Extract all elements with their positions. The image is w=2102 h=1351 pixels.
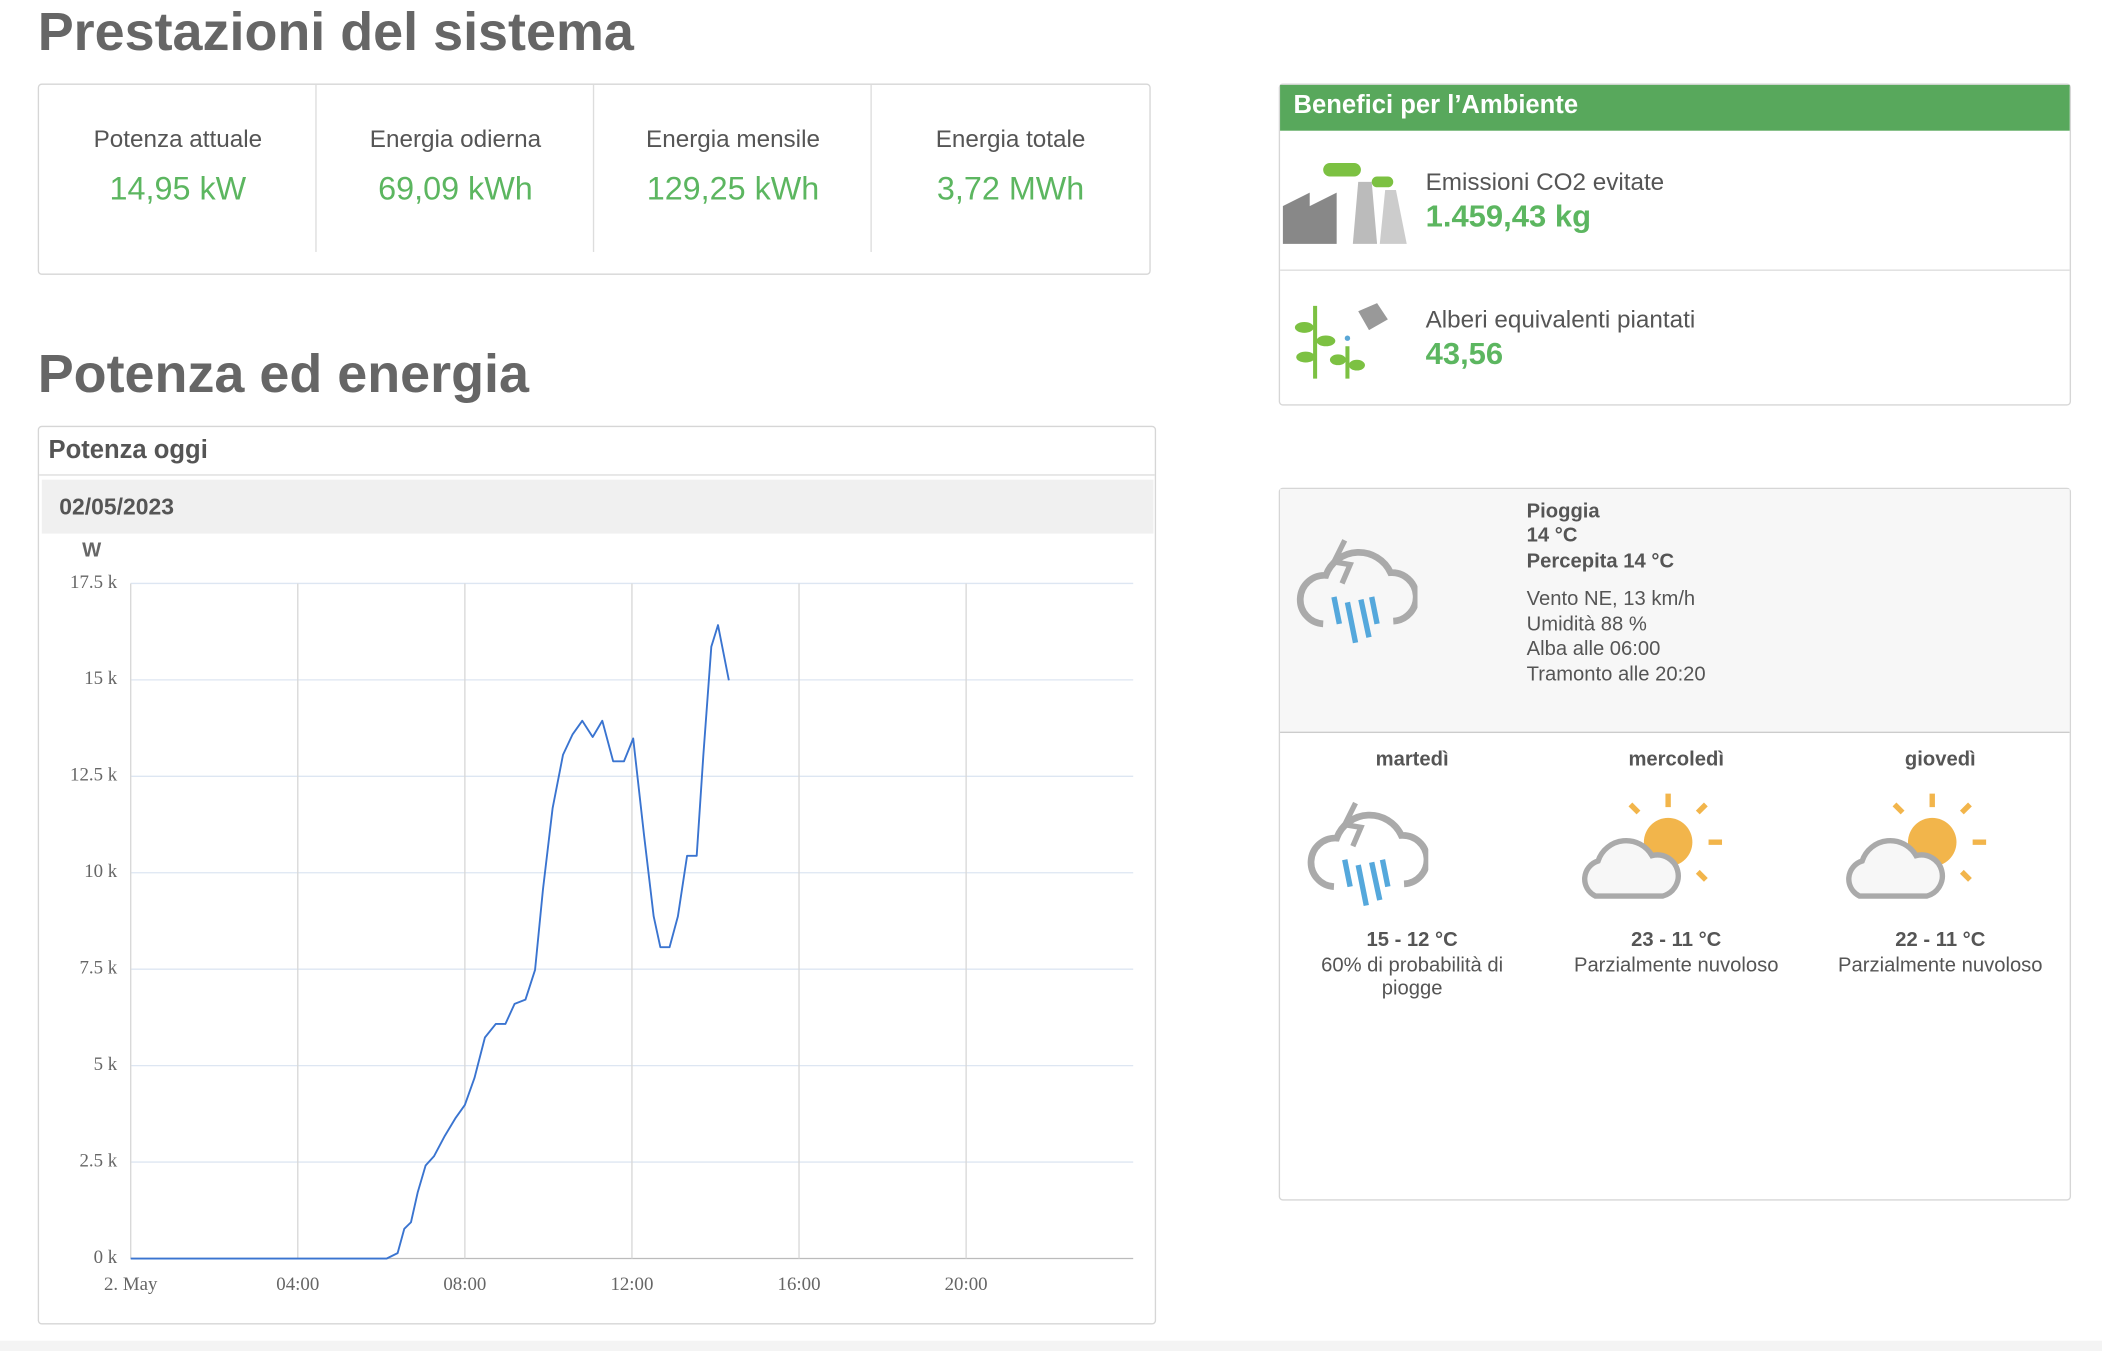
weather-condition: Pioggia — [1526, 499, 1600, 523]
item-label: Emissioni CO2 evitate — [1425, 168, 1665, 196]
forecast-description: Parzialmente nuvoloso — [1838, 953, 2043, 977]
weather-box: Pioggia 14 °C Percepita 14 °C Vento NE, … — [1278, 487, 2072, 1201]
rain-icon — [1307, 801, 1429, 907]
forecast-day: mercoledì — [1555, 748, 1798, 771]
weather-detail: Umidità 88 % — [1526, 613, 1647, 636]
stat-value: 3,72 MWh — [936, 171, 1085, 208]
forecast-description: Parzialmente nuvoloso — [1573, 953, 1779, 977]
x-tick-label: 2. May — [104, 1274, 158, 1295]
stat-label: Energia odierna — [369, 125, 542, 153]
y-tick-label: 7.5 k — [80, 958, 118, 979]
item-label: Alberi equivalenti piantati — [1425, 305, 1696, 333]
divider — [39, 474, 1155, 476]
weather-detail: Alba alle 06:00 — [1526, 637, 1661, 661]
date-bar — [41, 479, 1154, 534]
stat: Energia odierna 69,09 kWh — [317, 85, 595, 252]
forecast-description: 60% di probabilità di piogge — [1321, 953, 1504, 1000]
stat-label: Energia totale — [935, 125, 1086, 153]
y-tick-label: 17.5 k — [70, 572, 118, 593]
power-line — [130, 624, 730, 1260]
divider — [315, 84, 317, 252]
forecast-range: 23 - 11 °C — [1631, 928, 1722, 952]
stat: Energia totale 3,72 MWh — [872, 85, 1150, 252]
weather-temperature: 14 °C — [1526, 524, 1578, 548]
item-value-text: 1.459,43 kg — [1425, 198, 1592, 234]
y-tick-label: 0 k — [94, 1247, 118, 1268]
y-tick-label: 12.5 k — [70, 765, 118, 786]
forecast-day-name: martedì — [1375, 747, 1449, 771]
y-axis-label: W — [82, 539, 102, 561]
stats-box: Potenza attuale 14,95 kW Energia odierna 6… — [37, 83, 1151, 275]
stat: Potenza attuale 14,95 kW — [39, 85, 317, 252]
forecast-day-name: mercoledì — [1628, 747, 1724, 771]
factory-icon — [1282, 163, 1407, 244]
stat-value: 129,25 kWh — [646, 171, 820, 208]
divider — [592, 84, 595, 252]
divider — [1280, 269, 2070, 271]
stat: Energia mensile 129,25 kWh — [594, 85, 872, 252]
stat-value: 69,09 kWh — [378, 171, 533, 208]
item-value: 43,56 — [1426, 336, 1504, 372]
environment-header — [1280, 84, 2070, 131]
weather-feels-like: Percepita 14 °C — [1526, 549, 1675, 573]
chart-title: 02/05/2023 — [59, 494, 174, 521]
partly-cloudy-icon — [1846, 793, 1987, 899]
section-title: Prestazioni del sistema — [37, 2, 634, 62]
forecast-day: giovedì — [1819, 748, 2062, 771]
divider — [870, 84, 872, 252]
stat-value: 14,95 kW — [109, 171, 247, 208]
forecast-range: 22 - 11 °C — [1895, 928, 1986, 952]
rain-icon — [1296, 539, 1418, 644]
y-tick-label: 5 k — [94, 1054, 118, 1075]
y-tick-label: 2.5 k — [80, 1150, 118, 1171]
item-value-text: 43,56 — [1425, 335, 1504, 371]
environment-box: Benefici per l’Ambiente Emissioni CO2 ev… — [1278, 83, 2072, 406]
partly-cloudy-icon — [1582, 793, 1723, 899]
panel-title: Potenza oggi — [48, 436, 208, 465]
weather-detail: Tramonto alle 20:20 — [1526, 662, 1706, 686]
forecast-day: martedì — [1291, 748, 1534, 771]
x-tick-label: 20:00 — [945, 1274, 988, 1295]
x-tick-label: 04:00 — [276, 1274, 319, 1295]
weather-detail: Vento NE, 13 km/h — [1526, 587, 1696, 611]
stat-label: Energia mensile — [646, 125, 820, 153]
section-title: Potenza ed energia — [37, 344, 529, 405]
y-tick-label: 15 k — [84, 668, 118, 689]
chart-panel: Potenza oggi 02/05/2023 — [37, 425, 1157, 1325]
x-tick-label: 08:00 — [443, 1274, 486, 1295]
forecast-range: 15 - 12 °C — [1366, 928, 1458, 952]
x-tick-label: 16:00 — [778, 1274, 821, 1295]
tree-icon — [1294, 303, 1388, 379]
forecast-day-name: giovedì — [1904, 747, 1976, 771]
stat-label: Potenza attuale — [93, 125, 263, 153]
footer-strip — [0, 1340, 2102, 1351]
x-tick-label: 12:00 — [610, 1274, 653, 1295]
item-value: 1.459,43 kg — [1426, 198, 1591, 234]
y-tick-label: 10 k — [84, 861, 118, 882]
environment-title: Benefici per l’Ambiente — [1293, 91, 1579, 120]
